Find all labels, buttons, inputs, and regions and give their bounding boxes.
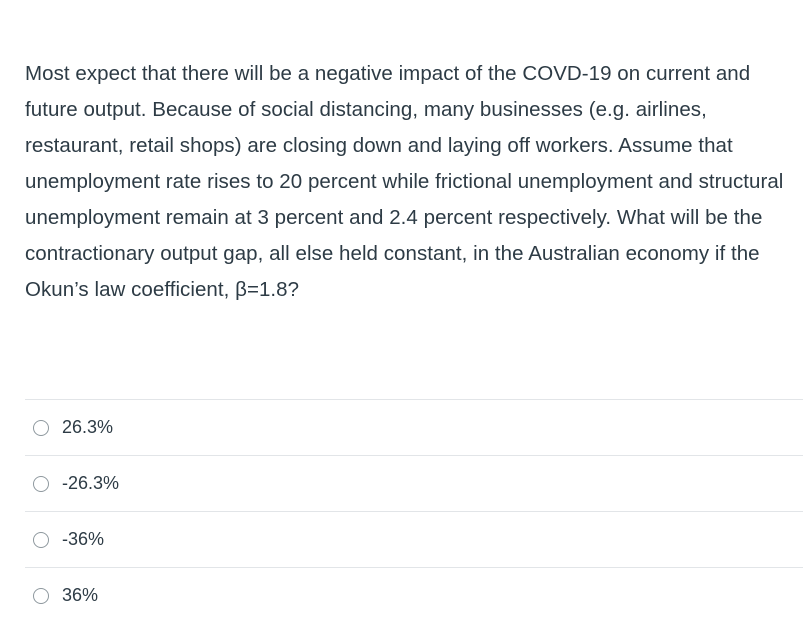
answer-label: 36% (62, 585, 99, 605)
radio-button-icon[interactable] (33, 419, 49, 436)
radio-button-icon[interactable] (33, 587, 49, 604)
answer-option-2[interactable]: -26.3% (25, 455, 803, 511)
question-text: Most expect that there will be a negativ… (25, 62, 784, 301)
answer-label: -36% (62, 529, 105, 549)
answer-list: 26.3% -26.3% -36% 36% (25, 399, 803, 623)
radio-button-icon[interactable] (33, 475, 49, 492)
answer-option-4[interactable]: 36% (25, 567, 803, 623)
answer-label: -26.3% (62, 473, 120, 493)
answer-label: 26.3% (62, 417, 114, 437)
answer-option-1[interactable]: 26.3% (25, 399, 803, 455)
radio-button-icon[interactable] (33, 531, 49, 548)
answer-option-3[interactable]: -36% (25, 511, 803, 567)
